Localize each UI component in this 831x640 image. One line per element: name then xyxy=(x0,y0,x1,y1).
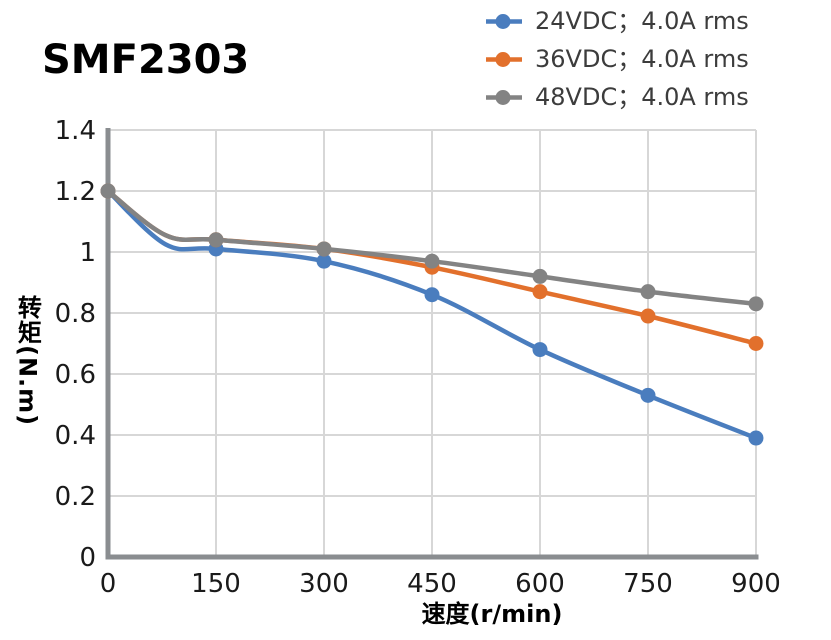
data-point-24vdc xyxy=(316,253,332,269)
x-tick-label: 300 xyxy=(299,569,349,599)
data-point-24vdc xyxy=(640,387,656,403)
y-tick-label: 0.4 xyxy=(55,421,96,451)
y-tick-label: 1.4 xyxy=(55,116,96,146)
data-point-48vdc xyxy=(316,241,332,257)
legend-item: 24VDC；4.0A rms xyxy=(486,2,749,40)
legend-label: 24VDC；4.0A rms xyxy=(535,7,749,35)
data-point-36vdc xyxy=(640,308,656,324)
data-point-24vdc xyxy=(424,287,440,303)
x-tick-label: 750 xyxy=(623,569,673,599)
y-tick-label: 0 xyxy=(79,543,96,573)
y-tick-label: 1 xyxy=(79,238,96,268)
data-point-48vdc xyxy=(640,284,656,300)
legend: 24VDC；4.0A rms 36VDC；4.0A rms 48VDC；4.0A… xyxy=(486,2,749,116)
data-point-36vdc xyxy=(532,284,548,300)
data-point-48vdc xyxy=(424,253,440,269)
data-point-48vdc xyxy=(100,183,116,199)
data-point-36vdc xyxy=(748,336,764,351)
x-tick-label: 900 xyxy=(731,569,781,599)
data-point-24vdc xyxy=(748,430,764,446)
y-tick-label: 1.2 xyxy=(55,177,96,207)
x-tick-label: 600 xyxy=(515,569,565,599)
legend-line-marker-icon xyxy=(486,13,522,29)
legend-line-marker-icon xyxy=(486,51,522,67)
x-axis-title: 速度(r/min) xyxy=(421,600,563,628)
legend-item: 36VDC；4.0A rms xyxy=(486,40,749,78)
page-title: SMF2303 xyxy=(42,37,250,83)
legend-item: 48VDC；4.0A rms xyxy=(486,78,749,116)
x-tick-label: 0 xyxy=(100,569,117,599)
data-point-48vdc xyxy=(532,268,548,284)
legend-label: 36VDC；4.0A rms xyxy=(535,45,749,73)
legend-line-marker-icon xyxy=(486,89,522,105)
y-tick-label: 0.2 xyxy=(55,482,96,512)
x-tick-label: 450 xyxy=(407,569,457,599)
y-axis-title: 转矩(N.m) xyxy=(13,295,42,427)
y-tick-label: 0.6 xyxy=(55,360,96,390)
data-point-48vdc xyxy=(748,296,764,312)
x-tick-label: 150 xyxy=(191,569,241,599)
data-point-48vdc xyxy=(208,232,224,248)
y-tick-label: 0.8 xyxy=(55,299,96,329)
data-point-24vdc xyxy=(532,342,548,358)
legend-label: 48VDC；4.0A rms xyxy=(535,83,749,111)
